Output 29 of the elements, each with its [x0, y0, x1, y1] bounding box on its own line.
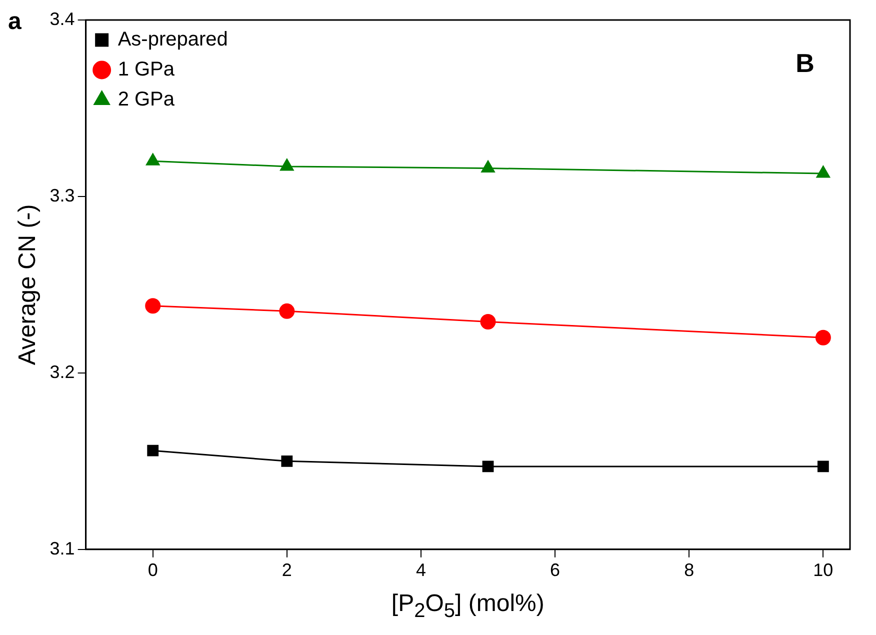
- point: [145, 298, 161, 314]
- text: a: [8, 8, 22, 35]
- legend-label: 2 GPa: [118, 88, 176, 111]
- annotation: B: [796, 48, 814, 78]
- point: [146, 153, 160, 166]
- point: [279, 303, 295, 319]
- legend-label: As-prepared: [118, 28, 228, 51]
- y-tick-label: 3.3: [50, 185, 75, 206]
- x-tick-label: 8: [684, 560, 694, 580]
- x-tick-label: 2: [282, 560, 292, 580]
- y-tick-label: 3.2: [50, 362, 75, 382]
- y-tick-label: 3.1: [50, 538, 75, 558]
- point: [816, 166, 830, 178]
- point: [147, 444, 159, 456]
- y-axis-title: Average CN (-): [14, 204, 42, 366]
- legend-label: 1 GPa: [118, 58, 176, 81]
- x-tick-label: 4: [416, 560, 426, 580]
- point: [480, 314, 496, 330]
- y-tick-label: 3.4: [50, 8, 75, 29]
- point: [481, 160, 495, 172]
- point: [281, 455, 293, 467]
- x-axis-title: [P$_{2}$O$_{5}$] (mol%): [390, 590, 546, 622]
- x-tick-label: 10: [813, 560, 834, 580]
- x-tick-label: 0: [148, 560, 158, 580]
- point: [280, 158, 294, 171]
- x-tick-label: 6: [550, 560, 560, 580]
- point: [817, 460, 829, 472]
- point: [815, 330, 831, 346]
- point: [482, 460, 494, 472]
